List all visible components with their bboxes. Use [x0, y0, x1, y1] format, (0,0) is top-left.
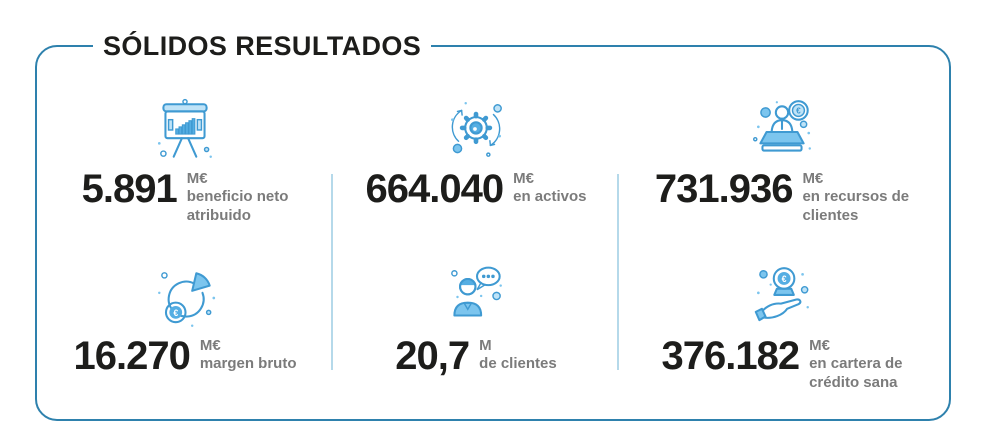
- svg-text:€: €: [173, 308, 178, 318]
- metric-row: 20,7 M de clientes: [395, 336, 556, 376]
- metric-unit: M€: [809, 337, 830, 354]
- metric-label: M€ margen bruto: [200, 336, 297, 374]
- metric-card-clientes: 20,7 M de clientes: [333, 262, 619, 429]
- client-chat-icon: [451, 266, 502, 317]
- metric-caption: en cartera de crédito sana: [809, 355, 903, 391]
- metric-card-recursos-clientes: € 731.936 M€ en recursos de clientes: [619, 95, 945, 262]
- metric-card-beneficio-neto: 5.891 M€ beneficio neto atribuido: [37, 95, 333, 262]
- presentation-chart-icon: [157, 98, 212, 158]
- svg-text:€: €: [796, 107, 801, 116]
- metric-caption: beneficio neto atribuido: [186, 188, 289, 224]
- metric-value: 731.936: [654, 167, 794, 211]
- metric-card-activos: 664.040 M€ en activos: [333, 95, 619, 262]
- results-panel: SÓLIDOS RESULTADOS: [35, 30, 951, 421]
- metric-unit: M€: [802, 170, 824, 187]
- metric-unit: M: [479, 337, 492, 354]
- metric-label: M€ beneficio neto atribuido: [187, 169, 289, 225]
- metric-caption: en activos: [513, 188, 587, 206]
- metric-caption: de clientes: [479, 355, 557, 373]
- metric-row: 16.270 M€ margen bruto: [73, 336, 296, 376]
- metric-row: 376.182 M€ en cartera de crédito sana: [662, 336, 903, 392]
- metric-label: M€ en recursos de clientes: [802, 169, 909, 225]
- metric-value: 664.040: [365, 167, 505, 211]
- metric-label: M de clientes: [479, 336, 557, 374]
- gear-sync-icon: [451, 101, 502, 157]
- metrics-grid: 5.891 M€ beneficio neto atribuido: [37, 47, 949, 429]
- metric-caption: en recursos de clientes: [802, 188, 910, 224]
- metric-unit: M€: [199, 337, 221, 354]
- metric-value: 20,7: [395, 334, 470, 378]
- metric-card-margen-bruto: € 16.270 M€ margen bruto: [37, 262, 333, 429]
- metric-value: 16.270: [73, 334, 190, 378]
- page-title: SÓLIDOS RESULTADOS: [93, 30, 432, 62]
- metric-label: M€ en activos: [513, 169, 586, 207]
- metric-label: M€ en cartera de crédito sana: [809, 336, 902, 392]
- metric-caption: margen bruto: [199, 355, 297, 373]
- metric-value: 5.891: [81, 167, 178, 211]
- metric-unit: M€: [513, 170, 534, 187]
- metric-row: 731.936 M€ en recursos de clientes: [655, 169, 909, 225]
- metric-row: 664.040 M€ en activos: [366, 169, 587, 209]
- metric-unit: M€: [186, 170, 208, 187]
- metric-value: 376.182: [661, 334, 801, 378]
- client-resources-icon: €: [752, 100, 812, 152]
- column-divider-right: [617, 174, 619, 370]
- metric-card-cartera-credito: € 376.182 M€ en cartera de crédito sana: [619, 262, 945, 429]
- column-divider-left: [331, 174, 333, 370]
- hand-coin-icon: €: [754, 267, 809, 322]
- pie-chart-euro-icon: €: [158, 272, 216, 328]
- metric-row: 5.891 M€ beneficio neto atribuido: [82, 169, 289, 225]
- svg-text:€: €: [782, 274, 787, 284]
